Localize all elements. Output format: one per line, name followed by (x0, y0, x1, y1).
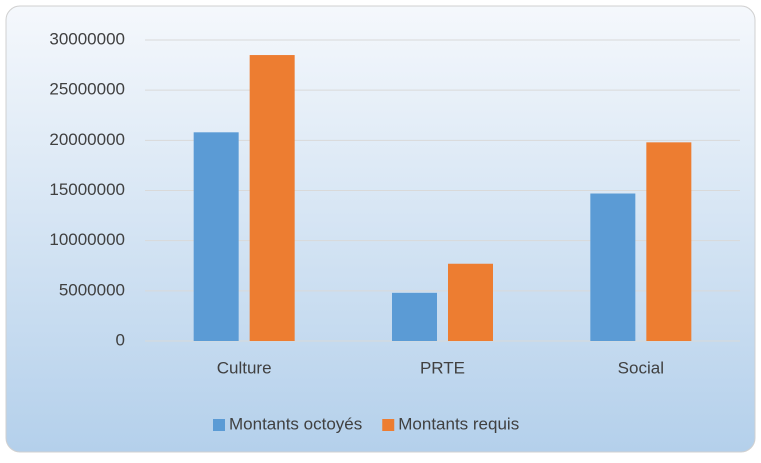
y-tick-label: 10000000 (49, 230, 125, 249)
chart-background (5, 5, 756, 453)
x-tick-label: Culture (217, 358, 272, 377)
bar (193, 132, 239, 341)
x-tick-label: PRTE (420, 358, 465, 377)
x-tick-label: Social (618, 358, 664, 377)
y-tick-label: 5000000 (59, 280, 125, 299)
y-tick-label: 0 (116, 330, 125, 349)
bar (646, 142, 692, 341)
bar (392, 292, 437, 341)
bar (448, 263, 493, 341)
bar (590, 193, 636, 341)
legend-label: Montants requis (398, 414, 519, 433)
y-tick-label: 20000000 (49, 130, 125, 149)
y-tick-label: 30000000 (49, 29, 125, 48)
y-tick-label: 15000000 (49, 180, 125, 199)
legend-swatch (382, 419, 395, 431)
y-tick-label: 25000000 (49, 80, 125, 99)
legend-label: Montants octoyés (229, 414, 362, 433)
bar (249, 55, 295, 342)
legend-swatch (213, 419, 225, 431)
